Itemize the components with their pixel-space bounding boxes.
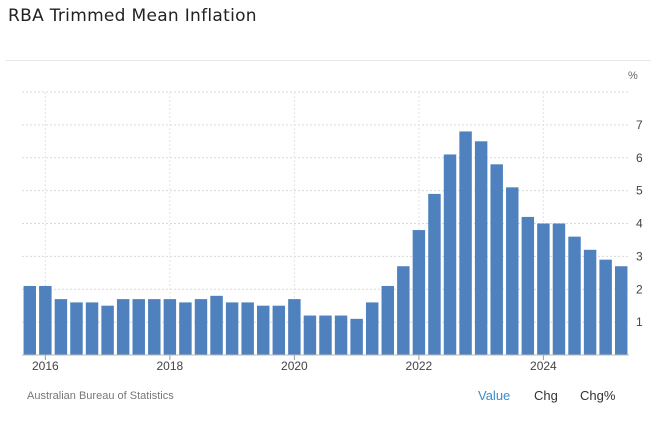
y-tick-label: 6	[636, 151, 643, 165]
bar[interactable]	[614, 266, 628, 355]
bar[interactable]	[365, 302, 379, 355]
x-tick-label: 2018	[157, 359, 184, 373]
tab-chg-percent[interactable]: Chg%	[580, 388, 616, 403]
bars	[23, 131, 628, 356]
bar[interactable]	[54, 299, 68, 355]
y-tick-label: 2	[636, 282, 643, 296]
y-tick-label: 5	[636, 184, 643, 198]
bar[interactable]	[506, 187, 519, 355]
bar[interactable]	[490, 164, 503, 355]
bar[interactable]	[70, 302, 83, 355]
bar[interactable]	[225, 302, 239, 355]
bar[interactable]	[381, 285, 394, 355]
view-tabs: Value Chg Chg%	[0, 388, 670, 406]
bar[interactable]	[116, 299, 130, 355]
x-tick-label: 2022	[406, 359, 433, 373]
bar[interactable]	[257, 305, 270, 355]
bar[interactable]	[412, 230, 426, 355]
bar[interactable]	[132, 299, 145, 355]
bar[interactable]	[428, 193, 441, 355]
bar[interactable]	[319, 315, 332, 355]
bar[interactable]	[241, 302, 254, 355]
bar[interactable]	[537, 223, 550, 356]
bar[interactable]	[194, 299, 208, 355]
bar[interactable]	[101, 305, 114, 355]
chart-title: RBA Trimmed Mean Inflation	[8, 6, 257, 26]
bar[interactable]	[568, 236, 581, 355]
x-tick-label: 2020	[281, 359, 308, 373]
bar[interactable]	[459, 131, 472, 355]
source-label: Australian Bureau of Statistics	[27, 390, 174, 402]
bar[interactable]	[163, 299, 177, 355]
bar[interactable]	[179, 302, 192, 355]
x-tick-label: 2024	[530, 359, 557, 373]
chart-panel	[6, 60, 651, 413]
bar[interactable]	[599, 259, 612, 355]
y-tick-label: 3	[636, 249, 643, 263]
bar[interactable]	[288, 299, 301, 355]
bar[interactable]	[210, 295, 223, 355]
tab-value[interactable]: Value	[478, 388, 511, 403]
y-axis: 1 2 3 4 5 6 7	[636, 118, 643, 329]
x-tick-label: 2016	[32, 359, 59, 373]
bar[interactable]	[85, 302, 99, 355]
bar[interactable]	[350, 318, 363, 355]
bar[interactable]	[23, 285, 37, 355]
bar[interactable]	[443, 154, 457, 355]
bar[interactable]	[334, 315, 348, 355]
bar[interactable]	[303, 315, 317, 355]
bar[interactable]	[521, 216, 535, 355]
bar[interactable]	[552, 223, 566, 356]
bar[interactable]	[583, 249, 597, 355]
tab-chg[interactable]: Chg	[534, 388, 558, 403]
y-tick-label: 7	[636, 118, 643, 132]
bar[interactable]	[39, 285, 52, 355]
bar[interactable]	[474, 141, 488, 355]
bar[interactable]	[397, 266, 410, 355]
bar[interactable]	[272, 305, 286, 355]
x-axis: 2016 2018 2020 2022 2024	[22, 354, 629, 373]
bar[interactable]	[148, 299, 161, 355]
y-tick-label: 1	[636, 315, 643, 329]
unit-label: %	[628, 70, 638, 82]
y-tick-label: 4	[636, 217, 643, 231]
